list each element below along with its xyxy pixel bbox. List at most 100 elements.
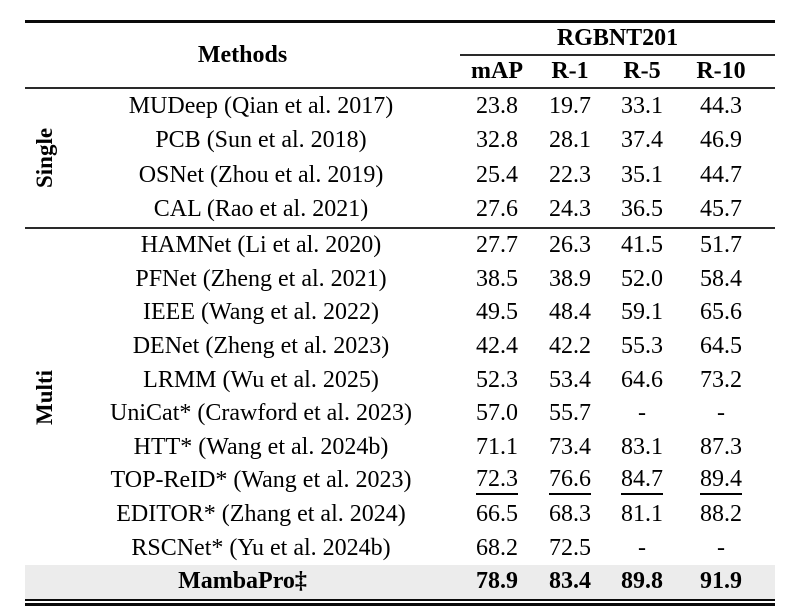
metric-header: mAP (471, 58, 523, 84)
value-text: 89.8 (621, 568, 663, 595)
methods-header: Methods (197, 41, 288, 68)
value-text: 42.4 (476, 333, 518, 360)
table-row: CAL (Rao et al. 2021) 27.6 24.3 36.5 45.7 (25, 193, 775, 228)
group-section-multi: Multi HAMNet (Li et al. 2020) 27.7 26.3 41.5… (25, 229, 775, 565)
value-cell: 28.1 (534, 124, 606, 159)
value-text: 64.5 (700, 333, 742, 360)
group-label: Single (32, 127, 57, 189)
table-row: IEEE (Wang et al. 2022) 49.5 48.4 59.1 65.6 (25, 296, 775, 330)
value-cell: 83.4 (534, 565, 606, 599)
value-cell: 35.1 (606, 158, 678, 193)
method-name: DENet (Zheng et al. 2023) (132, 333, 390, 360)
value-text: 57.0 (476, 400, 518, 427)
value-text: 36.5 (621, 196, 663, 223)
value-cell: 53.4 (534, 363, 606, 397)
value-text: 48.4 (549, 299, 591, 326)
value-text: 66.5 (476, 501, 518, 528)
value-text: 84.7 (621, 466, 663, 496)
method-name: CAL (Rao et al. 2021) (153, 196, 369, 223)
method-name: EDITOR* (Zhang et al. 2024) (116, 501, 406, 528)
value-text: 19.7 (549, 92, 591, 119)
value-cell: - (606, 397, 678, 431)
value-text: 22.3 (549, 161, 591, 188)
value-text: 38.5 (476, 265, 518, 292)
value-text: 78.9 (476, 568, 518, 595)
value-text: 49.5 (476, 299, 518, 326)
method-name: OSNet (Zhou et al. 2019) (138, 161, 384, 188)
value-cell: 84.7 (606, 464, 678, 498)
value-cell: 32.8 (460, 124, 534, 159)
value-cell: 87.3 (678, 431, 764, 465)
value-cell: 44.7 (678, 158, 764, 193)
value-text: 35.1 (621, 161, 663, 188)
table-row: MUDeep (Qian et al. 2017) 23.8 19.7 33.1 44.… (25, 89, 775, 124)
value-text: 88.2 (700, 501, 742, 528)
value-text: 44.3 (700, 92, 742, 119)
bottom-rule-outer (25, 598, 775, 601)
table-row: TOP-ReID* (Wang et al. 2023) 72.3 76.6 84.7… (25, 464, 775, 498)
value-cell: - (678, 397, 764, 431)
dataset-header: RGBNT201 (556, 24, 679, 51)
value-cell: - (678, 531, 764, 565)
value-cell: 33.1 (606, 89, 678, 124)
value-text: 64.6 (621, 366, 663, 393)
value-cell: 23.8 (460, 89, 534, 124)
value-text: 91.9 (700, 568, 742, 595)
value-text: 28.1 (549, 127, 591, 154)
value-cell: 46.9 (678, 124, 764, 159)
method-name: LRMM (Wu et al. 2025) (143, 366, 379, 393)
value-text: 83.4 (549, 568, 591, 595)
value-text: 51.7 (700, 232, 742, 259)
metric-header: R-10 (696, 58, 746, 84)
value-text: 52.3 (476, 366, 518, 393)
value-text: 55.3 (621, 333, 663, 360)
metric-header: R-1 (551, 58, 589, 84)
table-row: PCB (Sun et al. 2018) 32.8 28.1 37.4 46.9 (25, 124, 775, 159)
value-cell: 55.7 (534, 397, 606, 431)
value-cell: 52.0 (606, 263, 678, 297)
value-text: 68.2 (476, 534, 518, 561)
table-header: Methods RGBNT201 mAP R-1 R-5 R-10 (25, 23, 775, 87)
value-text: 58.4 (700, 265, 742, 292)
bottom-rule-gap (25, 600, 775, 603)
value-text: 32.8 (476, 127, 518, 154)
highlight-row: MambaPro‡ 78.9 83.4 89.8 91.9 (25, 564, 775, 599)
method-name: IEEE (Wang et al. 2022) (143, 299, 379, 326)
group-label: Multi (32, 369, 57, 425)
value-cell: 68.3 (534, 498, 606, 532)
value-cell: 64.5 (678, 330, 764, 364)
table-row: OSNet (Zhou et al. 2019) 25.4 22.3 35.1 44.7 (25, 158, 775, 193)
value-cell: 91.9 (678, 565, 764, 599)
metric-headers: mAP R-1 R-5 R-10 (460, 56, 775, 87)
value-cell: 19.7 (534, 89, 606, 124)
value-cell: 42.4 (460, 330, 534, 364)
value-text: 45.7 (700, 196, 742, 223)
value-cell: 88.2 (678, 498, 764, 532)
value-text: 87.3 (700, 433, 742, 460)
method-name: HTT* (Wang et al. 2024b) (133, 433, 389, 460)
value-text: - (638, 400, 646, 427)
method-name: RSCNet* (Yu et al. 2024b) (131, 534, 391, 561)
value-cell: 57.0 (460, 397, 534, 431)
value-text: 27.7 (476, 232, 518, 259)
results-table: Methods RGBNT201 mAP R-1 R-5 R-10 Single MUD… (25, 20, 775, 606)
value-cell: 66.5 (460, 498, 534, 532)
value-cell: 65.6 (678, 296, 764, 330)
value-cell: 36.5 (606, 193, 678, 228)
value-cell: 38.9 (534, 263, 606, 297)
value-text: 38.9 (549, 265, 591, 292)
value-cell: 68.2 (460, 531, 534, 565)
value-cell: 89.4 (678, 464, 764, 498)
value-cell: 76.6 (534, 464, 606, 498)
method-name: PCB (Sun et al. 2018) (155, 127, 367, 154)
value-text: 27.6 (476, 196, 518, 223)
table-row: HTT* (Wang et al. 2024b) 71.1 73.4 83.1 87.3 (25, 431, 775, 465)
value-cell: 27.6 (460, 193, 534, 228)
table-row: UniCat* (Crawford et al. 2023) 57.0 55.7 - - (25, 397, 775, 431)
value-cell: 41.5 (606, 229, 678, 263)
method-name: MUDeep (Qian et al. 2017) (128, 92, 394, 119)
value-text: 55.7 (549, 400, 591, 427)
value-text: 26.3 (549, 232, 591, 259)
value-cell: 58.4 (678, 263, 764, 297)
value-text: 25.4 (476, 161, 518, 188)
